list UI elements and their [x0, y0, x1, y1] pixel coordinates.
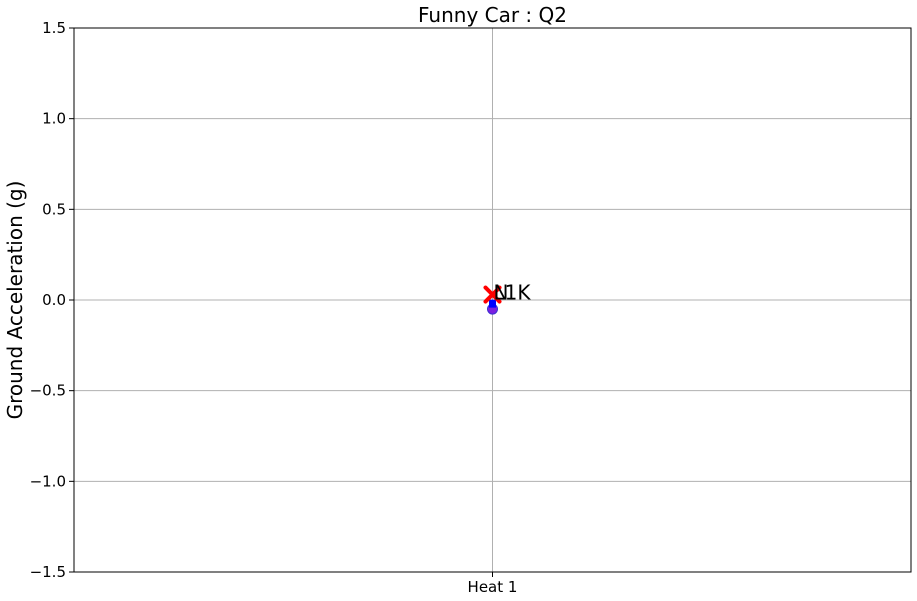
- y-tick-label: −1.5: [30, 563, 66, 581]
- y-axis-label: Ground Acceleration (g): [3, 181, 27, 420]
- chart-title: Funny Car : Q2: [418, 3, 567, 27]
- y-axis: −1.5 −1.0 −0.5 0.0 0.5 1.0 1.5: [30, 19, 74, 581]
- data-point-square: [489, 299, 496, 308]
- y-tick-label: 0.0: [42, 291, 66, 309]
- y-tick-label: −0.5: [30, 382, 66, 400]
- y-tick-label: 1.5: [42, 19, 66, 37]
- annotation-label: N: [494, 281, 509, 305]
- y-tick-label: −1.0: [30, 472, 66, 490]
- x-axis: Heat 1: [468, 572, 518, 596]
- data-point-x: [483, 285, 502, 304]
- y-tick-label: 1.0: [42, 110, 66, 128]
- y-tick-label: 0.5: [42, 200, 66, 218]
- data-marks: [483, 285, 502, 315]
- annotation-label: L1K: [494, 281, 532, 305]
- x-tick-label: Heat 1: [468, 578, 518, 596]
